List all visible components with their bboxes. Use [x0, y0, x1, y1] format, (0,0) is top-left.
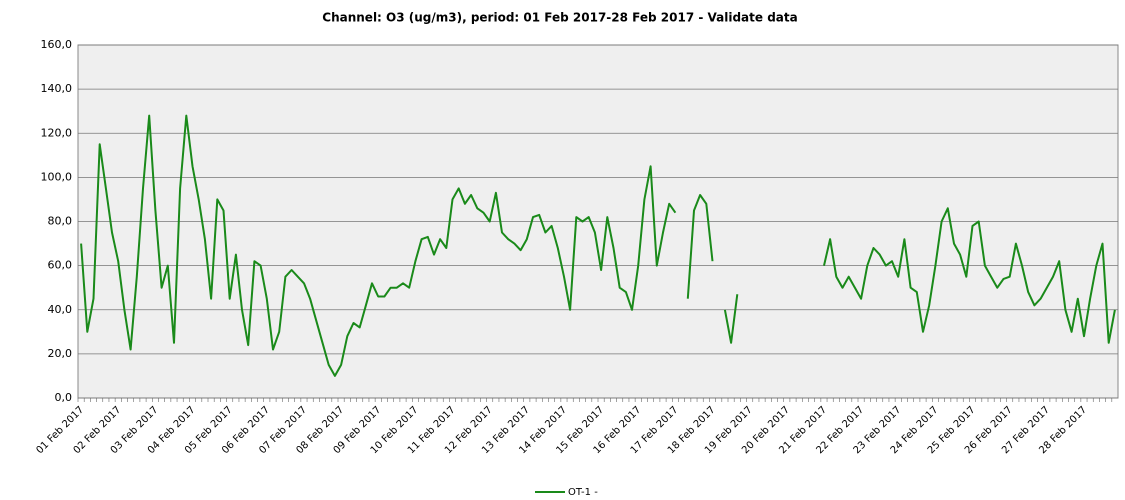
y-tick-label: 40,0	[48, 303, 73, 316]
y-tick-label: 120,0	[41, 126, 73, 139]
data-line	[723, 294, 739, 344]
y-tick-label: 20,0	[48, 347, 73, 360]
chart-title: Channel: O3 (ug/m3), period: 01 Feb 2017…	[322, 11, 797, 25]
y-tick-label: 60,0	[48, 259, 73, 272]
data-line	[823, 207, 1116, 344]
y-tick-label: 100,0	[41, 170, 73, 183]
y-tick-label: 0,0	[55, 391, 73, 404]
legend-label: OT-1 -	[568, 487, 598, 498]
y-tick-label: 160,0	[41, 38, 73, 51]
y-tick-label: 80,0	[48, 215, 73, 228]
data-line	[80, 114, 677, 377]
y-tick-label: 140,0	[41, 82, 73, 95]
data-line	[686, 194, 714, 299]
